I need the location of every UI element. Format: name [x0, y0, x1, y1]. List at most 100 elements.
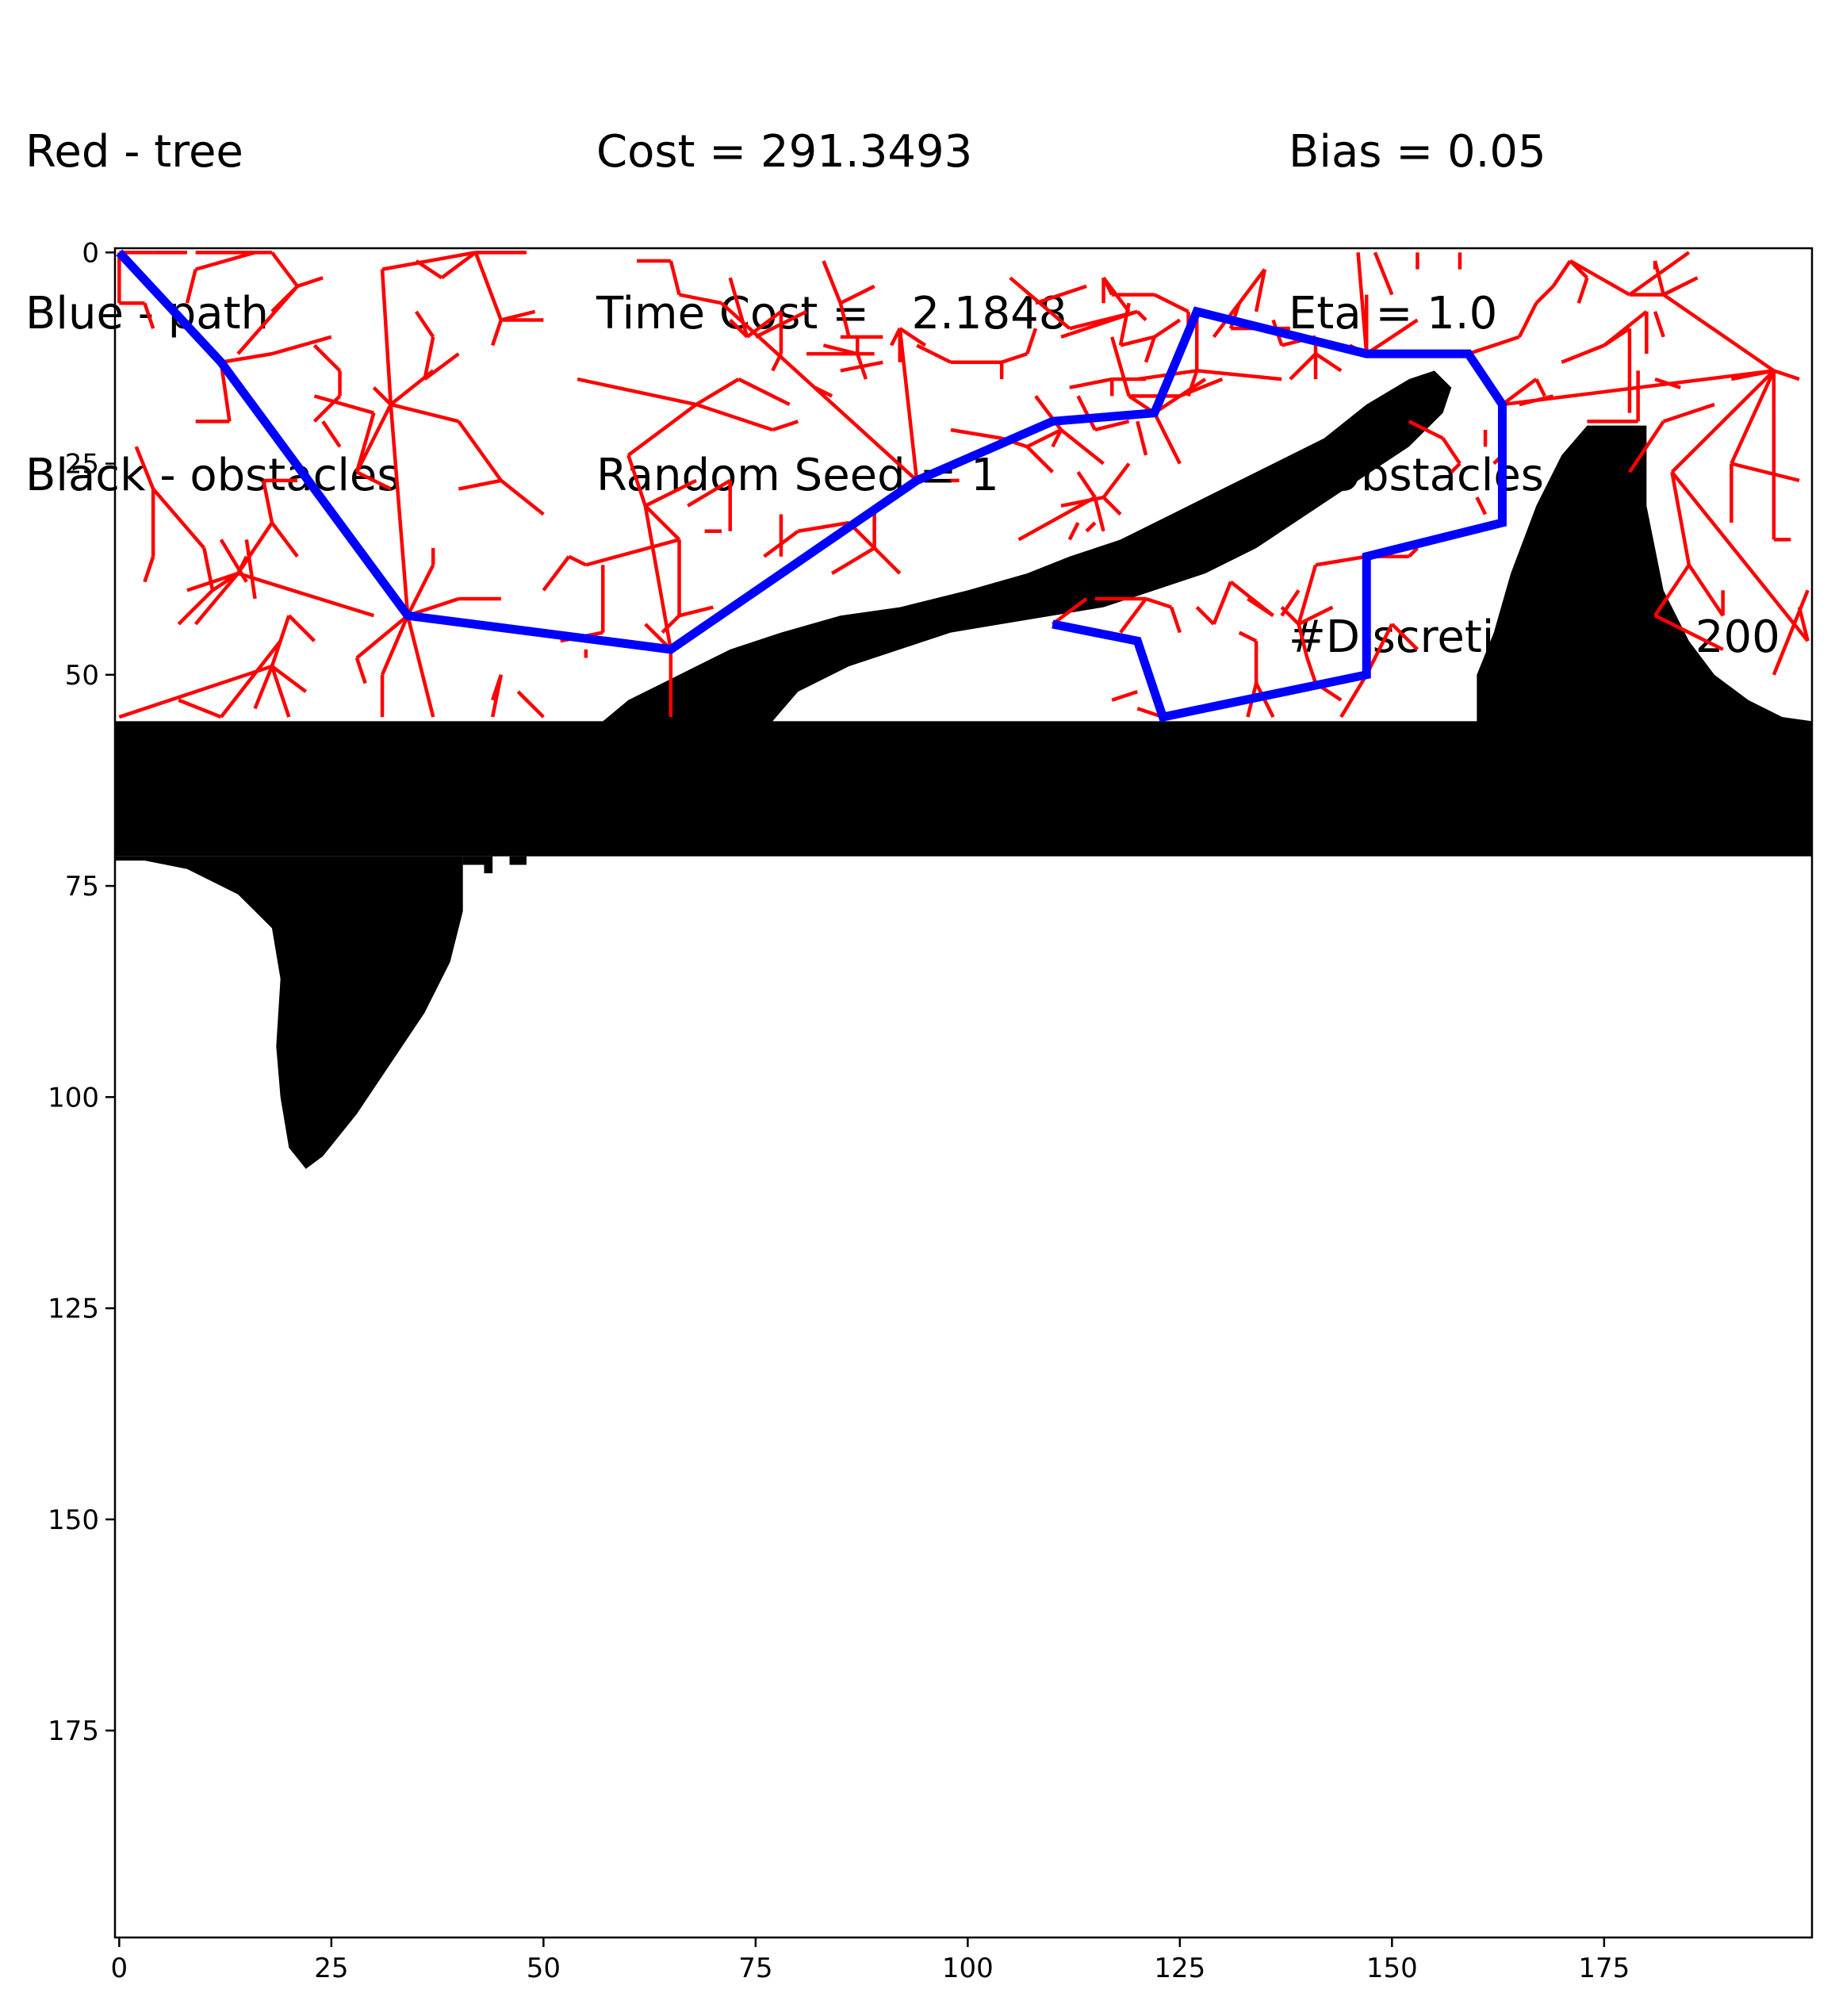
tree-edge: [1110, 336, 1131, 397]
tree-edge: [458, 478, 502, 491]
tree-edge: [516, 690, 545, 719]
tree-edge: [1390, 623, 1419, 651]
tree-edge: [473, 251, 503, 321]
tree-edge: [1576, 277, 1589, 304]
tree-edge: [839, 284, 875, 305]
tree-edge: [262, 480, 274, 523]
tree-edge: [1663, 402, 1715, 424]
tree-edge: [220, 351, 273, 364]
tree-edge: [1450, 462, 1461, 473]
obstacle-2: [462, 856, 493, 874]
y-tick-label: 25: [65, 449, 99, 481]
tree-edge: [1144, 336, 1156, 363]
tree-edge: [1713, 369, 1776, 431]
tree-edge: [186, 571, 239, 592]
x-tick-label: 50: [527, 1953, 561, 1984]
tree-edge: [1229, 580, 1274, 618]
path-line: [116, 249, 1507, 722]
obstacles-layer: [115, 370, 1812, 1169]
tree-edge: [1197, 369, 1282, 381]
tree-edge: [1094, 420, 1130, 432]
tree-edge: [898, 327, 927, 347]
bias-text: Bias = 0.05: [1289, 126, 1546, 178]
tree-edge: [1212, 268, 1266, 339]
tree-edge: [491, 674, 503, 701]
x-tick-label: 25: [314, 1953, 348, 1984]
tree-edge: [728, 277, 749, 338]
tree-edge: [1628, 420, 1665, 473]
tree-edge: [1501, 378, 1538, 406]
tree-edge: [1195, 606, 1216, 626]
tree-edge: [1069, 377, 1113, 389]
tree-edge: [380, 615, 410, 676]
tree-edge: [1561, 343, 1605, 364]
obstacle-1: [115, 856, 463, 1169]
tree-edge: [1654, 377, 1681, 389]
tree-edge: [372, 386, 393, 406]
tree-edge: [321, 420, 342, 448]
y-tick-label: 125: [48, 1294, 99, 1325]
tree-edge: [1339, 673, 1369, 719]
x-tick-label: 75: [738, 1953, 772, 1984]
tree-edge: [1026, 427, 1063, 449]
x-tick-label: 0: [111, 1953, 128, 1984]
tree-edge: [873, 546, 902, 575]
tree-edge: [577, 377, 697, 407]
tree-edge: [354, 412, 376, 473]
tree-edge: [415, 259, 443, 280]
tree-edge: [405, 615, 435, 718]
tree-edge: [1373, 251, 1394, 296]
tree-edge: [643, 505, 673, 650]
plot-frame: [113, 247, 1814, 1939]
tree-edge: [679, 605, 714, 618]
tree-edge: [244, 539, 257, 600]
tree-edge: [1238, 630, 1258, 643]
tree-edge: [118, 665, 273, 719]
tree-edge: [1687, 564, 1725, 617]
path-layer: [116, 249, 1507, 722]
tree-edge: [312, 343, 342, 373]
tree-edge: [627, 403, 698, 457]
tree-edge: [661, 614, 681, 634]
x-tick-label: 175: [1578, 1953, 1630, 1984]
obstacle-3: [509, 856, 527, 865]
tree-edge: [626, 454, 647, 507]
tree-edge: [1314, 352, 1343, 373]
tree-edge: [270, 665, 308, 693]
tree-edge: [1772, 589, 1810, 676]
tree-edge: [134, 446, 155, 490]
tree-edge: [1025, 328, 1038, 355]
tree-edge: [772, 420, 799, 432]
tree-edge: [668, 260, 681, 296]
tree-edge: [253, 665, 274, 710]
tree-edge: [898, 328, 919, 481]
tree-edge: [1145, 596, 1172, 609]
tree-edge: [1101, 462, 1131, 499]
tree-edge: [1441, 437, 1461, 465]
tree-edge: [1052, 597, 1088, 626]
x-tick-label: 125: [1154, 1953, 1205, 1984]
tree-edge: [568, 554, 587, 567]
tree-edge: [389, 369, 435, 406]
tree-edge: [423, 336, 435, 380]
tree-edge: [822, 260, 842, 305]
tree-edge: [695, 402, 773, 432]
tree-edge: [1297, 623, 1309, 659]
tree-edge: [1297, 605, 1334, 626]
tree-edge: [287, 614, 316, 642]
tree-edge: [729, 318, 749, 339]
tree-edge: [270, 665, 291, 718]
tree-edge: [457, 420, 503, 482]
tree-edge: [797, 520, 849, 533]
tree-edge: [1534, 285, 1555, 305]
tree-edge: [1654, 614, 1690, 634]
tree-edge: [890, 328, 902, 347]
tree-edge: [1408, 546, 1419, 558]
tree-edge: [916, 343, 952, 364]
tree-edge: [381, 251, 477, 271]
legend-line-tree: Red - tree: [25, 126, 243, 178]
tree-edge: [1093, 496, 1105, 532]
tree-edge: [1797, 607, 1810, 642]
tree-edge: [219, 639, 282, 719]
